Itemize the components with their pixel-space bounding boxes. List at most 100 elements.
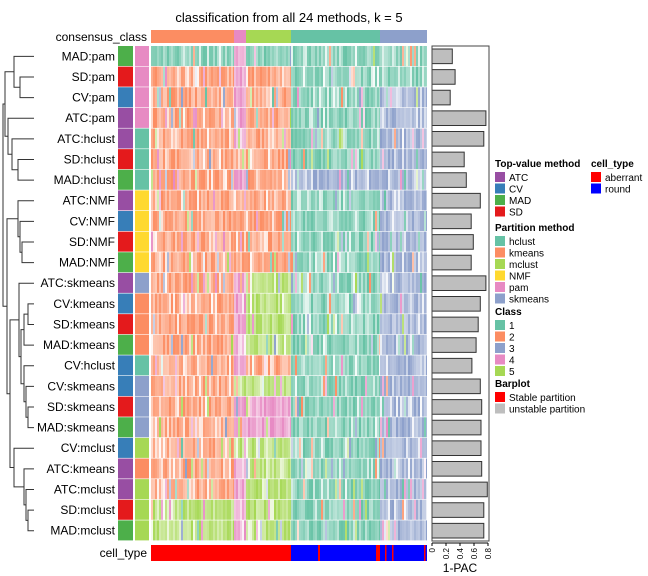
heatmap-cell — [319, 190, 321, 211]
heatmap-cell — [305, 169, 307, 190]
heatmap-cell — [327, 252, 329, 273]
heatmap-cell — [382, 479, 384, 500]
heatmap-cell — [225, 190, 227, 211]
heatmap-cell — [165, 149, 167, 170]
heatmap-cell — [299, 66, 301, 87]
heatmap-cell — [317, 252, 319, 273]
heatmap-cell — [199, 437, 201, 458]
heatmap-cell — [197, 437, 199, 458]
heatmap-cell — [189, 272, 191, 293]
heatmap-cell — [256, 293, 258, 314]
heatmap-cell — [404, 355, 406, 376]
heatmap-cell — [177, 458, 179, 479]
heatmap-cell — [238, 437, 240, 458]
heatmap-cell — [286, 252, 288, 273]
heatmap-cell — [321, 107, 323, 128]
heatmap-cell — [331, 520, 333, 541]
heatmap-cell — [386, 314, 388, 335]
heatmap-cell — [291, 149, 293, 170]
heatmap-cell — [317, 46, 319, 67]
heatmap-cell — [209, 437, 211, 458]
heatmap-cell — [379, 46, 380, 67]
heatmap-cell — [414, 252, 416, 273]
heatmap-cell — [203, 458, 205, 479]
heatmap-cell — [410, 66, 412, 87]
heatmap-cell — [367, 272, 369, 293]
heatmap-cell — [327, 314, 329, 335]
heatmap-cell — [345, 272, 347, 293]
heatmap-cell — [199, 149, 201, 170]
heatmap-cell — [229, 46, 231, 67]
heatmap-cell — [195, 458, 197, 479]
heatmap-cell — [167, 314, 169, 335]
heatmap-cell — [359, 334, 361, 355]
heatmap-cell — [175, 334, 177, 355]
heatmap-cell — [280, 252, 282, 273]
heatmap-cell — [169, 314, 171, 335]
heatmap-cell — [363, 314, 365, 335]
heatmap-cell — [351, 293, 353, 314]
heatmap-cell — [331, 252, 333, 273]
heatmap-cell — [398, 272, 400, 293]
heatmap-cell — [377, 231, 379, 252]
heatmap-cell — [313, 190, 315, 211]
heatmap-cell — [408, 458, 410, 479]
heatmap-cell — [394, 107, 396, 128]
heatmap-cell — [280, 231, 282, 252]
heatmap-cell — [410, 417, 412, 438]
heatmap-cell — [201, 149, 203, 170]
heatmap-cell — [153, 66, 155, 87]
heatmap-cell — [404, 107, 406, 128]
heatmap-cell — [301, 252, 303, 273]
heatmap-cell — [371, 314, 373, 335]
heatmap-cell — [353, 355, 355, 376]
heatmap-cell — [412, 376, 414, 397]
heatmap-cell — [175, 190, 177, 211]
heatmap-cell — [278, 396, 280, 417]
heatmap-cell — [195, 211, 197, 232]
heatmap-cell — [187, 231, 189, 252]
heatmap-cell — [392, 479, 394, 500]
heatmap-cell — [250, 190, 252, 211]
heatmap-cell — [337, 46, 339, 67]
heatmap-cell — [335, 272, 337, 293]
dendrogram-branch — [6, 218, 18, 395]
heatmap-cell — [234, 458, 236, 479]
heatmap-cell — [254, 458, 256, 479]
heatmap-cell — [171, 46, 173, 67]
heatmap-cell — [203, 334, 205, 355]
heatmap-cell — [175, 376, 177, 397]
heatmap-cell — [179, 499, 181, 520]
heatmap-cell — [315, 128, 317, 149]
heatmap-cell — [225, 252, 227, 273]
heatmap-cell — [398, 479, 400, 500]
heatmap-cell — [402, 293, 404, 314]
heatmap-cell — [331, 128, 333, 149]
heatmap-cell — [242, 437, 244, 458]
heatmap-cell — [382, 458, 384, 479]
heatmap-cell — [382, 169, 384, 190]
heatmap-cell — [325, 396, 327, 417]
heatmap-cell — [375, 149, 377, 170]
heatmap-cell — [339, 458, 341, 479]
heatmap-cell — [301, 272, 303, 293]
barplot-tick-label: 0.2 — [442, 547, 451, 559]
heatmap-cell — [367, 396, 369, 417]
heatmap-cell — [412, 272, 414, 293]
heatmap-cell — [327, 396, 329, 417]
cell-type-aberrant-segment — [151, 545, 291, 561]
heatmap-cell — [236, 458, 238, 479]
heatmap-cell — [361, 272, 363, 293]
heatmap-cell — [284, 334, 286, 355]
heatmap-cell — [305, 355, 307, 376]
heatmap-row: CV:mclust — [61, 437, 482, 458]
heatmap-cell — [256, 437, 258, 458]
heatmap-cell — [333, 417, 335, 438]
heatmap-cell — [295, 87, 297, 108]
heatmap-cell — [189, 87, 191, 108]
heatmap-cell — [244, 293, 246, 314]
heatmap-cell — [157, 458, 159, 479]
heatmap-cell — [272, 355, 274, 376]
heatmap-cell — [221, 520, 223, 541]
heatmap-cell — [234, 417, 236, 438]
